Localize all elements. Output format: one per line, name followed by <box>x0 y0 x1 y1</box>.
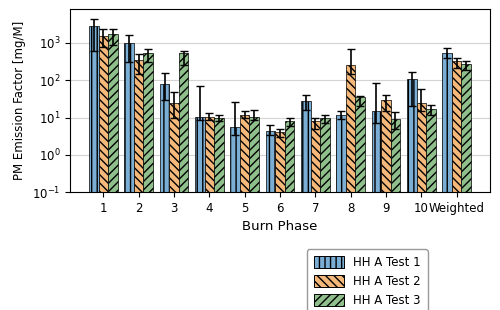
Bar <box>214 117 224 310</box>
Bar <box>204 117 214 310</box>
Bar <box>285 121 294 310</box>
Bar <box>98 36 108 310</box>
Bar <box>372 111 381 310</box>
Bar <box>195 117 204 310</box>
Bar <box>144 53 153 310</box>
Bar <box>160 84 170 310</box>
Bar <box>266 131 275 310</box>
Bar <box>416 103 426 310</box>
Bar <box>462 64 471 310</box>
Bar <box>170 103 179 310</box>
Bar <box>230 127 240 310</box>
Bar <box>452 61 462 310</box>
Bar <box>301 101 310 310</box>
Bar <box>179 53 188 310</box>
Bar <box>134 60 143 310</box>
Legend: HH A Test 1, HH A Test 2, HH A Test 3: HH A Test 1, HH A Test 2, HH A Test 3 <box>307 249 428 310</box>
Bar <box>310 121 320 310</box>
Bar <box>124 43 134 310</box>
Bar <box>320 117 330 310</box>
Bar <box>275 132 285 310</box>
Bar <box>336 115 346 310</box>
Bar <box>108 34 118 310</box>
Y-axis label: PM Emission Factor [mg/M]: PM Emission Factor [mg/M] <box>14 21 26 180</box>
Bar <box>250 117 259 310</box>
Bar <box>442 53 452 310</box>
X-axis label: Burn Phase: Burn Phase <box>242 220 318 233</box>
Bar <box>426 109 436 310</box>
Bar <box>407 79 416 310</box>
Bar <box>89 26 99 310</box>
Bar <box>240 115 250 310</box>
Bar <box>381 100 390 310</box>
Bar <box>346 65 356 310</box>
Bar <box>356 97 365 310</box>
Bar <box>390 119 400 310</box>
